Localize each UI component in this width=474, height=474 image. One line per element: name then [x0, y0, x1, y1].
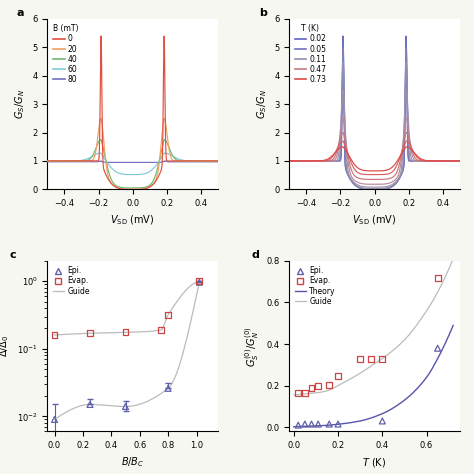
Point [308, 384, 315, 392]
Legend: 0.02, 0.05, 0.11, 0.47, 0.73: 0.02, 0.05, 0.11, 0.47, 0.73 [293, 23, 328, 86]
Y-axis label: $G_S/G_N$: $G_S/G_N$ [255, 89, 269, 119]
Point [308, 420, 315, 428]
Y-axis label: $G_S/G_N$: $G_S/G_N$ [13, 89, 27, 119]
X-axis label: $V_{\mathrm{SD}}$ (mV): $V_{\mathrm{SD}}$ (mV) [110, 214, 155, 227]
Point [367, 355, 375, 363]
Point [379, 417, 386, 425]
Y-axis label: $\Delta/\Delta_0$: $\Delta/\Delta_0$ [0, 335, 11, 357]
Legend: Epi., Evap., Theory, Guide: Epi., Evap., Theory, Guide [293, 265, 337, 307]
Point [301, 420, 309, 428]
Text: c: c [10, 249, 17, 260]
Point [326, 381, 333, 388]
Point [86, 401, 94, 408]
Point [294, 421, 302, 429]
Point [51, 416, 58, 423]
Point [122, 328, 129, 336]
X-axis label: $V_{\mathrm{SD}}$ (mV): $V_{\mathrm{SD}}$ (mV) [352, 214, 397, 227]
Point [51, 331, 58, 339]
X-axis label: $T$ (K): $T$ (K) [363, 456, 387, 469]
Legend: 0, 20, 40, 60, 80: 0, 20, 40, 60, 80 [51, 23, 80, 86]
Point [379, 355, 386, 363]
Point [294, 389, 302, 397]
Point [164, 384, 172, 392]
Point [356, 355, 364, 363]
Legend: Epi., Evap., Guide: Epi., Evap., Guide [51, 265, 91, 297]
Text: d: d [252, 249, 260, 260]
Point [334, 373, 342, 380]
Point [196, 278, 203, 286]
Point [122, 403, 129, 410]
Y-axis label: $G_S^{(0)}/G_N^{(0)}$: $G_S^{(0)}/G_N^{(0)}$ [243, 326, 261, 366]
Point [301, 389, 309, 397]
Point [326, 420, 333, 428]
Point [314, 420, 322, 428]
Text: a: a [17, 8, 24, 18]
Point [196, 277, 203, 285]
X-axis label: $B/B_C$: $B/B_C$ [121, 456, 144, 469]
Point [86, 329, 94, 337]
Point [314, 382, 322, 390]
Point [434, 274, 441, 282]
Point [164, 311, 172, 319]
Point [157, 326, 165, 334]
Point [334, 420, 342, 428]
Text: b: b [259, 8, 266, 18]
Point [434, 345, 441, 352]
